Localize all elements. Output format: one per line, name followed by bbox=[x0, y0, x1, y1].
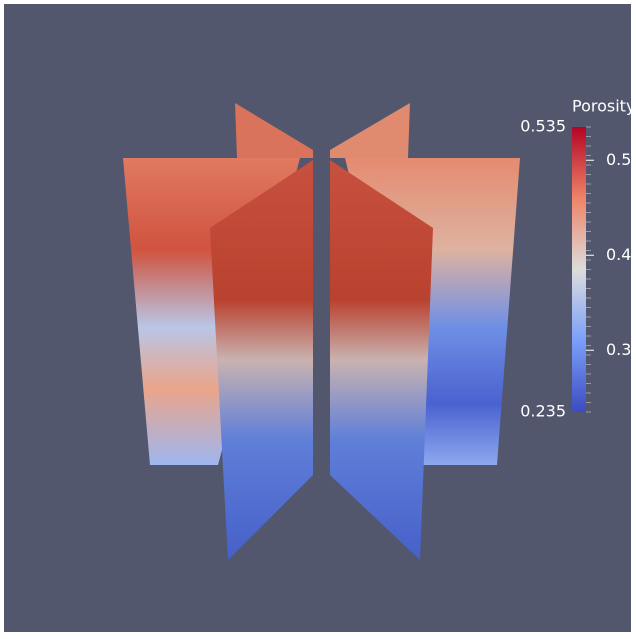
tick-label: 0.3 bbox=[606, 340, 631, 359]
slice bbox=[330, 160, 433, 560]
colorbar-title: Porosity bbox=[572, 97, 635, 116]
range-min-label: 0.235 bbox=[520, 402, 566, 421]
slice bbox=[330, 103, 410, 158]
slice bbox=[235, 103, 313, 158]
tick-label: 0.4 bbox=[606, 245, 631, 264]
background bbox=[4, 4, 631, 632]
colorbar-gradient bbox=[572, 127, 586, 412]
range-max-label: 0.535 bbox=[520, 117, 566, 136]
colorbar: Porosity 0.535 0.235 0.5 0.4 0.3 bbox=[520, 97, 635, 421]
slice bbox=[210, 160, 313, 560]
tick-label: 0.5 bbox=[606, 150, 631, 169]
